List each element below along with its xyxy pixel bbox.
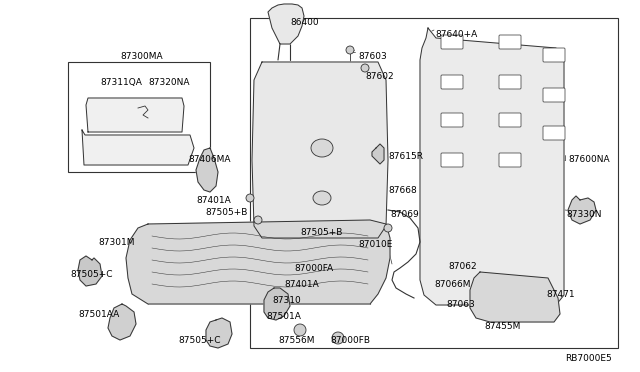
Text: 87311QA: 87311QA [100,78,142,87]
Circle shape [361,64,369,72]
Text: 87501A: 87501A [266,312,301,321]
FancyBboxPatch shape [499,75,521,89]
Circle shape [294,324,306,336]
Polygon shape [196,148,218,192]
FancyBboxPatch shape [499,35,521,49]
Text: RB7000E5: RB7000E5 [565,354,612,363]
Polygon shape [82,130,194,165]
Text: 87455M: 87455M [484,322,520,331]
Text: 87300MA: 87300MA [120,52,163,61]
FancyBboxPatch shape [441,35,463,49]
Text: 87320NA: 87320NA [148,78,189,87]
Polygon shape [372,144,384,164]
Circle shape [254,216,262,224]
Ellipse shape [313,191,331,205]
Text: 87471: 87471 [546,290,575,299]
Text: 87602: 87602 [365,72,394,81]
Text: 87301M: 87301M [98,238,134,247]
Text: 87505+C: 87505+C [178,336,221,345]
Text: 87069: 87069 [390,210,419,219]
Polygon shape [126,220,390,304]
Bar [68,62,210,172]
FancyBboxPatch shape [441,153,463,167]
Text: 87406MA: 87406MA [188,155,230,164]
Text: 87310: 87310 [272,296,301,305]
Text: 87603: 87603 [358,52,387,61]
Text: 87505+B: 87505+B [300,228,342,237]
FancyBboxPatch shape [441,113,463,127]
Polygon shape [86,98,184,132]
Text: 87640+A: 87640+A [435,30,477,39]
Text: 87505+B: 87505+B [205,208,248,217]
Circle shape [332,332,344,344]
Circle shape [246,194,254,202]
Circle shape [384,224,392,232]
Text: 87000FA: 87000FA [294,264,333,273]
FancyBboxPatch shape [543,48,565,62]
Polygon shape [268,4,304,44]
Text: 87668: 87668 [388,186,417,195]
Polygon shape [568,196,596,224]
Text: 87556M: 87556M [278,336,314,345]
Polygon shape [206,318,232,348]
Text: 87000FB: 87000FB [330,336,370,345]
FancyBboxPatch shape [499,113,521,127]
Text: 87505+C: 87505+C [70,270,113,279]
Polygon shape [108,304,136,340]
Text: 87501AA: 87501AA [78,310,119,319]
Polygon shape [78,256,102,286]
Text: 87401A: 87401A [196,196,231,205]
Text: 87615R: 87615R [388,152,423,161]
Text: 87063: 87063 [446,300,475,309]
FancyBboxPatch shape [543,88,565,102]
Circle shape [346,46,354,54]
Ellipse shape [311,139,333,157]
Text: 86400: 86400 [290,18,319,27]
FancyBboxPatch shape [543,126,565,140]
Polygon shape [420,28,564,305]
Polygon shape [252,62,388,238]
FancyBboxPatch shape [441,75,463,89]
Text: 87010E: 87010E [358,240,392,249]
FancyBboxPatch shape [499,153,521,167]
Bar [250,18,618,348]
Text: 87062: 87062 [448,262,477,271]
Polygon shape [264,288,290,320]
Polygon shape [470,272,560,322]
Text: 87066M: 87066M [434,280,470,289]
Text: 87330N: 87330N [566,210,602,219]
Text: 87401A: 87401A [284,280,319,289]
Text: 87600NA: 87600NA [568,155,610,164]
